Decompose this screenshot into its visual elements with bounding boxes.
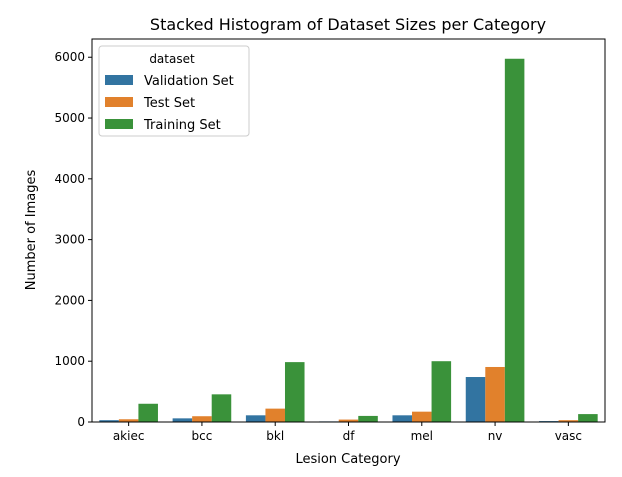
y-tick-label: 0 — [77, 415, 85, 429]
bar-bkl-validation-set — [245, 415, 266, 422]
bar-bcc-training-set — [211, 394, 232, 422]
bar-nv-training-set — [504, 58, 525, 423]
bar-bcc-validation-set — [172, 418, 193, 422]
bar-akiec-validation-set — [99, 420, 119, 422]
plot-frame — [91, 38, 606, 423]
chart-title: Stacked Histogram of Dataset Sizes per C… — [150, 15, 546, 34]
x-tick-label-nv: nv — [488, 429, 503, 443]
x-tick-label-akiec: akiec — [113, 429, 145, 443]
bar-nv-test-set — [485, 366, 505, 422]
y-tick-label: 3000 — [54, 233, 85, 247]
x-tick-label-bkl: bkl — [266, 429, 284, 443]
legend-box — [98, 45, 250, 137]
bar-df-training-set — [358, 415, 378, 422]
y-axis-ticks: 0 1000 2000 3000 4000 5000 6000 — [54, 50, 92, 429]
legend-swatch — [105, 97, 133, 107]
x-axis-label: Lesion Category — [295, 452, 400, 467]
bar-mel-test-set — [412, 411, 432, 422]
bars-group — [99, 58, 598, 423]
bar-vasc-training-set — [578, 414, 598, 422]
bar-mel-validation-set — [392, 415, 413, 422]
legend-label: Test Set — [143, 96, 195, 111]
x-tick-label-df: df — [343, 429, 356, 443]
x-tick-label-bcc: bcc — [192, 429, 213, 443]
bar-akiec-training-set — [138, 403, 158, 422]
legend-label: Training Set — [143, 118, 221, 133]
bar-mel-training-set — [431, 361, 452, 422]
x-tick-label-vasc: vasc — [555, 429, 582, 443]
y-axis-label: Number of Images — [24, 170, 39, 291]
legend-title: dataset — [149, 52, 195, 66]
bar-bkl-test-set — [265, 408, 285, 422]
bar-nv-validation-set — [465, 377, 486, 422]
legend-swatch — [105, 75, 133, 85]
bar-vasc-test-set — [558, 420, 579, 422]
y-tick-label: 6000 — [54, 50, 85, 64]
legend-label: Validation Set — [144, 74, 234, 89]
y-tick-label: 4000 — [54, 172, 85, 186]
x-tick-label-mel: mel — [411, 429, 433, 443]
bar-df-test-set — [338, 419, 359, 422]
bar-bcc-test-set — [192, 416, 212, 422]
legend: dataset Validation Set Test Set Training Se… — [98, 45, 250, 137]
y-tick-label: 1000 — [54, 354, 85, 368]
legend-swatch — [105, 119, 133, 129]
y-tick-label: 2000 — [54, 293, 85, 307]
bar-bkl-training-set — [284, 362, 305, 422]
x-axis-ticks: akiec bcc bkl df mel nv vasc — [113, 422, 582, 443]
y-tick-label: 5000 — [54, 111, 85, 125]
bar-akiec-test-set — [118, 419, 139, 422]
